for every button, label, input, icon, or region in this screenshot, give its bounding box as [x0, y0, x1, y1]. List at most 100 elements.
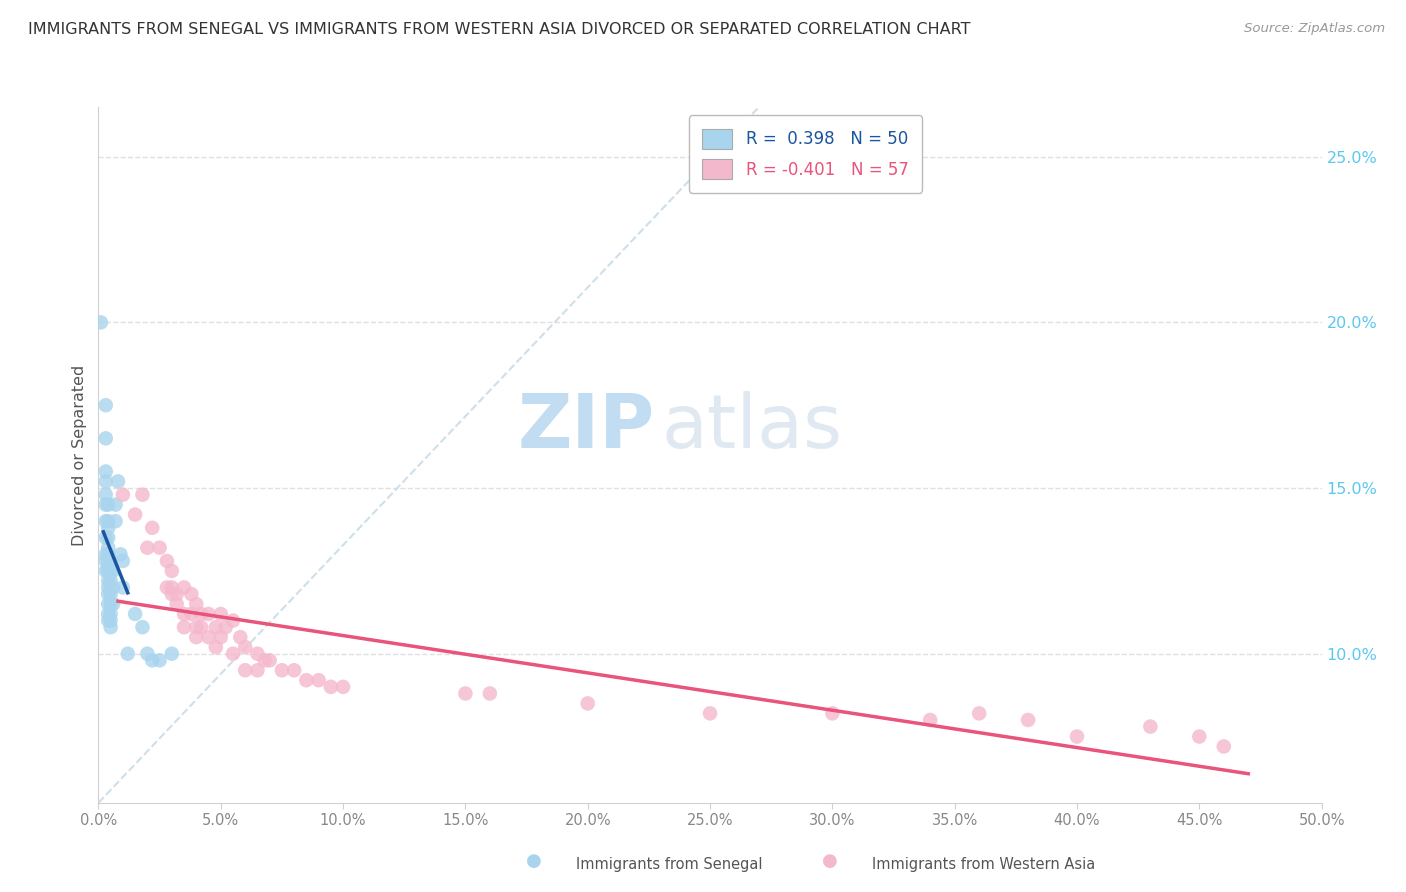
Point [117, 647, 139, 661]
Point [94, 564, 117, 578]
Point [186, 597, 208, 611]
Point [90, 315, 112, 329]
Point [233, 663, 256, 677]
Text: Immigrants from Senegal: Immigrants from Senegal [576, 857, 763, 872]
Point [173, 581, 195, 595]
Point [136, 647, 159, 661]
Point [222, 614, 245, 628]
Point [1139, 720, 1161, 734]
Point [1188, 730, 1211, 744]
Point [100, 607, 122, 621]
Point [1212, 739, 1234, 754]
Point [97, 521, 120, 535]
Point [205, 620, 228, 634]
Point [319, 680, 342, 694]
Point [246, 663, 269, 677]
Point [259, 653, 281, 667]
Point [100, 597, 122, 611]
Text: Source: ZipAtlas.com: Source: ZipAtlas.com [1244, 22, 1385, 36]
Point [186, 620, 208, 634]
Point [100, 574, 122, 588]
Point [967, 706, 990, 721]
Y-axis label: Divorced or Separated: Divorced or Separated [72, 364, 87, 546]
Point [246, 647, 269, 661]
Text: ●: ● [526, 852, 543, 870]
Point [136, 541, 159, 555]
Point [308, 673, 330, 688]
Point [94, 514, 117, 528]
Point [141, 653, 163, 667]
Point [97, 574, 120, 588]
Point [149, 653, 172, 667]
Point [97, 531, 120, 545]
Point [104, 514, 127, 528]
Point [186, 630, 208, 644]
Point [100, 564, 122, 578]
Point [97, 581, 120, 595]
Point [111, 581, 134, 595]
Point [576, 697, 599, 711]
Point [160, 564, 183, 578]
Point [101, 597, 124, 611]
Point [94, 398, 117, 412]
Point [131, 488, 153, 502]
Point [97, 614, 120, 628]
Point [94, 475, 117, 489]
Point [166, 597, 188, 611]
Point [1017, 713, 1039, 727]
Point [180, 587, 202, 601]
Text: ●: ● [821, 852, 838, 870]
Point [104, 498, 127, 512]
Point [190, 607, 212, 621]
Point [97, 547, 120, 561]
Point [173, 620, 195, 634]
Text: IMMIGRANTS FROM SENEGAL VS IMMIGRANTS FROM WESTERN ASIA DIVORCED OR SEPARATED CO: IMMIGRANTS FROM SENEGAL VS IMMIGRANTS FR… [28, 22, 970, 37]
Point [94, 498, 117, 512]
Point [1066, 730, 1088, 744]
Point [295, 673, 318, 688]
Point [160, 647, 183, 661]
Point [100, 554, 122, 568]
Point [141, 521, 163, 535]
Point [233, 640, 256, 654]
Point [94, 465, 117, 479]
Point [222, 647, 245, 661]
Text: Immigrants from Western Asia: Immigrants from Western Asia [872, 857, 1095, 872]
Point [100, 614, 122, 628]
Point [97, 541, 120, 555]
Point [94, 431, 117, 445]
Point [97, 587, 120, 601]
Point [190, 620, 212, 634]
Point [270, 663, 294, 677]
Point [110, 547, 132, 561]
Point [100, 620, 122, 634]
Point [94, 488, 117, 502]
Point [197, 607, 219, 621]
Point [209, 630, 232, 644]
Point [214, 620, 236, 634]
Point [97, 564, 120, 578]
Point [94, 547, 117, 561]
Point [97, 597, 120, 611]
Point [173, 607, 195, 621]
Point [111, 554, 134, 568]
Point [131, 620, 153, 634]
Point [197, 630, 219, 644]
Point [454, 686, 477, 700]
Text: atlas: atlas [661, 391, 842, 464]
Point [111, 488, 134, 502]
Point [209, 607, 232, 621]
Point [160, 587, 183, 601]
Point [100, 587, 122, 601]
Point [166, 587, 188, 601]
Point [156, 554, 179, 568]
Point [107, 475, 129, 489]
Point [124, 607, 146, 621]
Point [97, 498, 120, 512]
Point [160, 581, 183, 595]
Point [332, 680, 354, 694]
Legend: R =  0.398   N = 50, R = -0.401   N = 57: R = 0.398 N = 50, R = -0.401 N = 57 [689, 115, 922, 193]
Point [94, 554, 117, 568]
Point [101, 581, 124, 595]
Point [229, 630, 252, 644]
